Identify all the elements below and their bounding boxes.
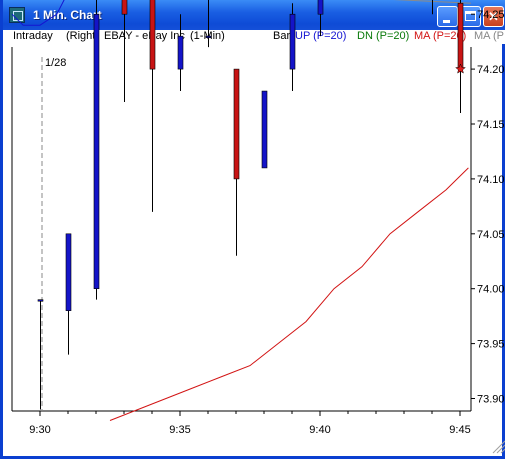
candle-body[interactable] [121,0,128,15]
candle-body[interactable] [177,35,184,70]
y-tick-label: 74.15 [477,119,505,131]
plot-area[interactable] [12,47,471,411]
y-tick-label: 74.10 [477,174,505,186]
candle-body[interactable] [149,0,156,70]
axis-side-label: (Right) [66,30,100,42]
x-tick-label: 9:35 [169,424,190,436]
close-button[interactable]: ✕ [483,6,504,27]
minimize-button[interactable] [437,6,458,27]
minimize-icon [443,20,450,23]
resize-grip[interactable] [492,440,505,454]
x-tick-label: 9:30 [29,424,50,436]
signal-marker[interactable] [455,63,466,74]
candle-body[interactable] [261,90,268,169]
candle-body[interactable] [37,299,44,302]
ma2-label: MA (P [474,30,504,42]
date-marker-label: 1/28 [45,57,66,69]
mode-label: Intraday [13,30,53,42]
resize-grip[interactable] [496,444,505,454]
close-icon: ✕ [488,9,499,24]
indicator-line [109,167,469,421]
chart-app-icon[interactable] [9,7,25,23]
y-tick-label: 74.00 [477,284,505,296]
maximize-icon [465,11,476,21]
price-chart[interactable]: 1/2874.5074.4574.4074.3574.3074.2574.207… [3,0,505,456]
y-tick-label: 73.90 [477,394,505,406]
style-label: Bar [273,30,291,42]
candle-body[interactable] [65,233,72,311]
candle-body[interactable] [457,2,464,70]
indicator-line [11,0,65,26]
y-tick-label: 74.25 [477,9,505,21]
title-bar[interactable]: 1 Min. Chart ✕ [3,0,505,30]
candle-body[interactable] [317,0,324,15]
dn-label: DN (P=20) [357,30,410,42]
candle-body[interactable] [289,13,296,70]
x-tick-label: 9:40 [309,424,330,436]
ma-label: MA (P=20) [414,30,467,42]
resize-grip[interactable] [500,448,505,454]
candle-body[interactable] [205,35,212,38]
candle-body[interactable] [93,13,100,289]
y-tick-label: 74.20 [477,64,505,76]
x-tick-label: 9:45 [449,424,470,436]
candle-body[interactable] [233,68,240,180]
maximize-button[interactable] [460,6,481,27]
reference-line [393,0,472,4]
y-tick-label: 73.95 [477,339,505,351]
y-tick-label: 74.05 [477,229,505,241]
